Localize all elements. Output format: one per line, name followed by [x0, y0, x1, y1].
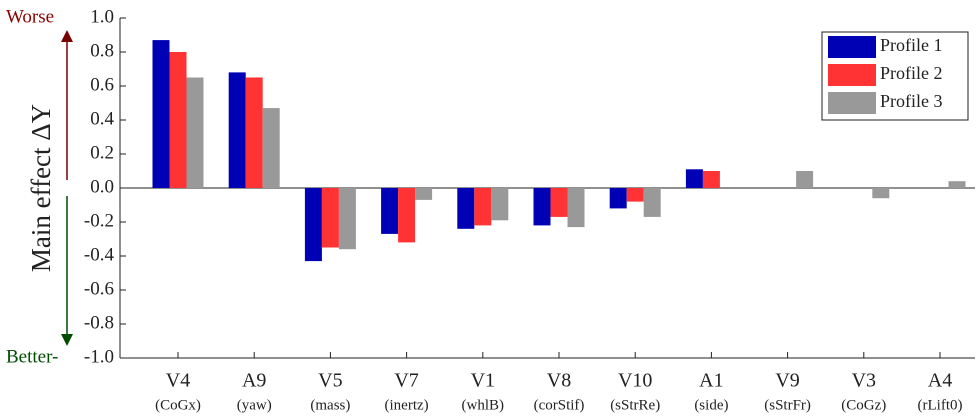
x-tick-label: V7 [394, 370, 418, 392]
x-tick-label: A1 [699, 370, 723, 392]
bar [550, 188, 568, 217]
bar [304, 188, 322, 262]
bar [491, 188, 509, 221]
bar [262, 108, 280, 188]
better-note: Better- [6, 346, 58, 367]
legend-swatch [828, 64, 876, 86]
x-tick-label: V10 [618, 370, 652, 392]
legend-label: Profile 3 [880, 91, 943, 111]
bar [533, 188, 551, 226]
bar [169, 52, 187, 188]
x-tick-sublabel: (CoGx) [155, 397, 201, 413]
bar [186, 77, 204, 188]
worse-note: Worse [6, 6, 54, 27]
bar [796, 171, 814, 188]
x-tick-label: V3 [852, 370, 876, 392]
legend-swatch [828, 36, 876, 58]
bar [948, 181, 966, 188]
bar [872, 188, 890, 199]
bar [245, 77, 263, 188]
y-tick-label: 0.6 [90, 74, 114, 95]
bar [457, 188, 475, 229]
x-tick-sublabel: (yaw) [237, 397, 272, 413]
x-tick-label: V1 [471, 370, 495, 392]
y-tick-label: -0.4 [84, 244, 115, 265]
y-tick-label: -0.6 [84, 278, 114, 299]
x-tick-label: V4 [166, 370, 190, 392]
bar [702, 171, 720, 188]
x-tick-sublabel: (sStrRe) [610, 397, 660, 413]
bar [626, 188, 644, 202]
y-tick-label: -1.0 [84, 346, 114, 367]
bar [321, 188, 339, 248]
bar [567, 188, 585, 228]
x-tick-sublabel: (sStrFr) [764, 397, 811, 413]
x-tick-sublabel: (corStif) [534, 397, 585, 413]
x-tick-sublabel: (inertz) [385, 397, 429, 413]
x-tick-label: V8 [547, 370, 571, 392]
bar [685, 169, 703, 188]
bar [381, 188, 399, 234]
x-tick-sublabel: (whlB) [462, 397, 505, 413]
x-tick-sublabel: (CoGz) [841, 397, 886, 413]
y-tick-label: 0.4 [90, 108, 114, 129]
x-tick-label: V9 [775, 370, 799, 392]
y-tick-label: 0.8 [90, 40, 114, 61]
y-tick-label: 0.2 [90, 142, 114, 163]
y-tick-label: 1.0 [90, 6, 114, 27]
y-axis-label: Main effect ΔY [26, 104, 56, 272]
legend-swatch [828, 92, 876, 114]
bar [398, 188, 416, 243]
x-tick-label: A9 [242, 370, 266, 392]
bar [152, 40, 170, 188]
x-tick-label: V5 [318, 370, 342, 392]
bar [474, 188, 492, 226]
y-tick-label: -0.8 [84, 312, 114, 333]
bar [228, 72, 246, 188]
x-tick-sublabel: (side) [694, 397, 728, 413]
y-tick-label: -0.2 [84, 210, 114, 231]
x-tick-sublabel: (mass) [310, 397, 350, 413]
x-tick-sublabel: (rLift0) [918, 397, 963, 413]
x-tick-label: A4 [928, 370, 952, 392]
legend-label: Profile 1 [880, 35, 943, 55]
legend-label: Profile 2 [880, 63, 943, 83]
bar [609, 188, 627, 209]
y-tick-label: 0.0 [90, 176, 114, 197]
bar [643, 188, 661, 217]
bar [338, 188, 356, 250]
bar [415, 188, 433, 200]
